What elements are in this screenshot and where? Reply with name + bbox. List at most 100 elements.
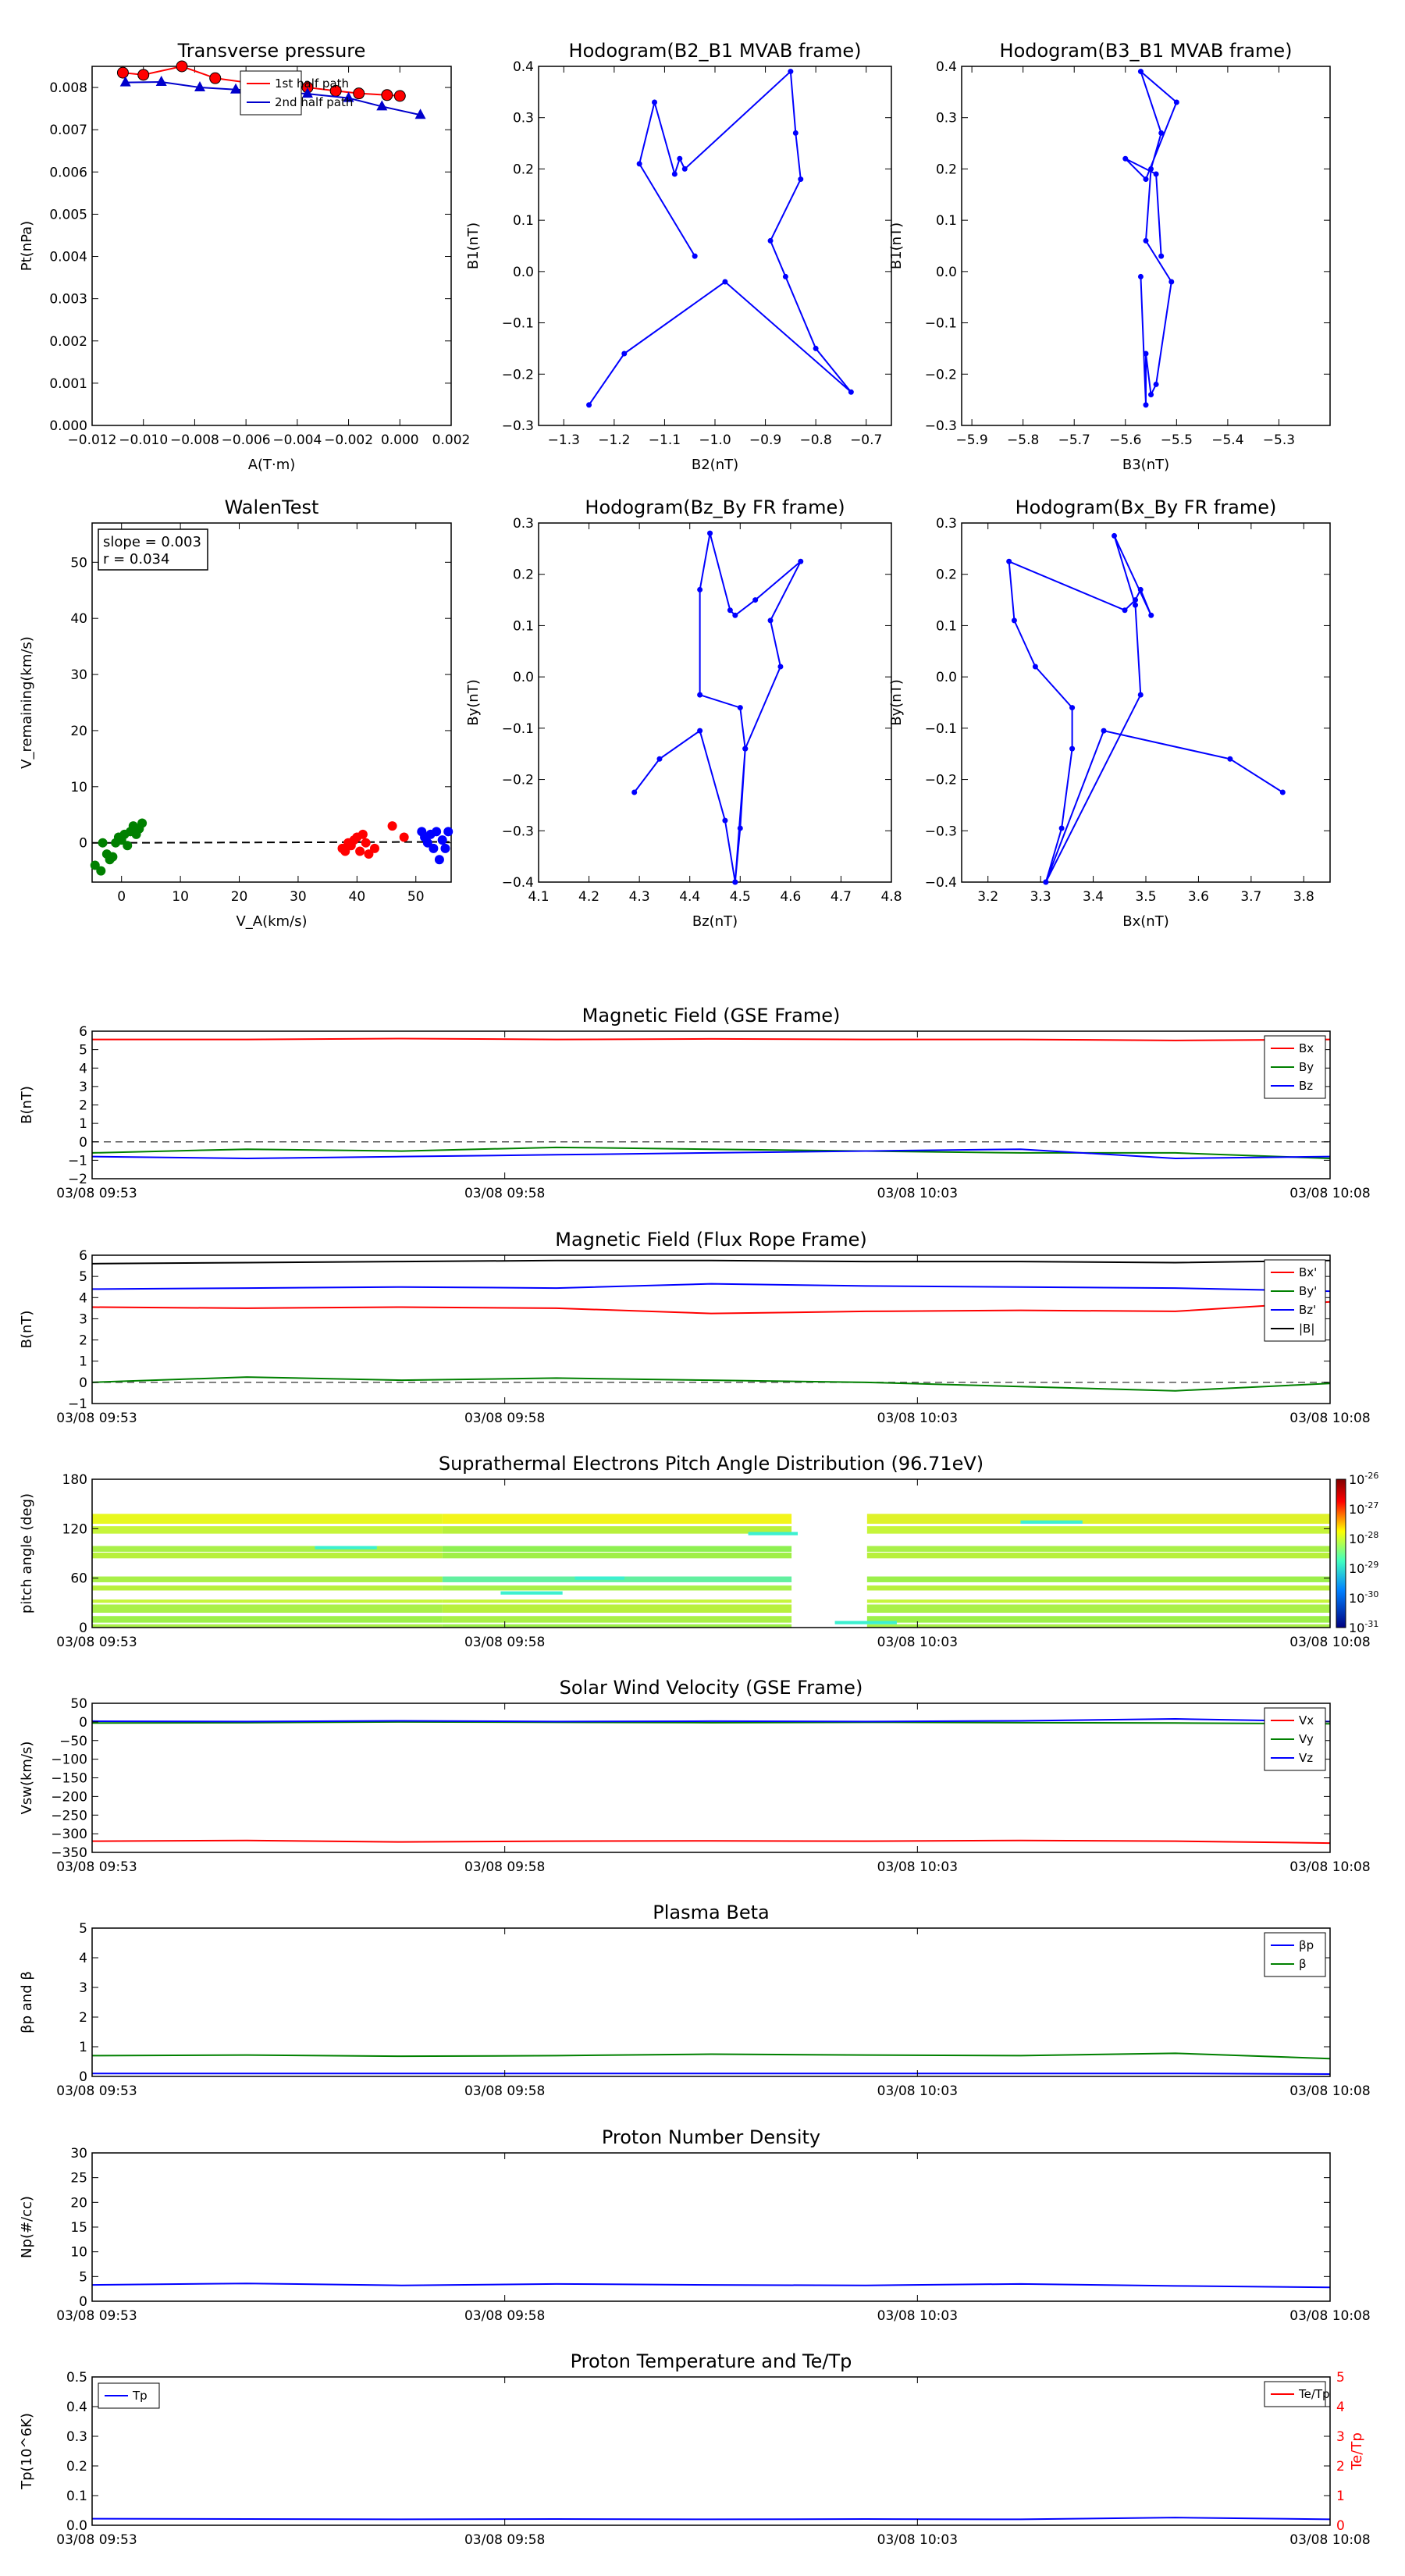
x-tick-label: −5.5: [1161, 432, 1193, 448]
x-tick-label: 4.6: [780, 889, 801, 905]
data-point: [1143, 176, 1149, 183]
y-axis-label: Vsw(km/s): [19, 1742, 35, 1815]
x-tick-label: 4.5: [730, 889, 751, 905]
legend-entry: |B|: [1299, 1322, 1314, 1336]
y-tick-label: 0.002: [49, 334, 87, 350]
x-axis-label: Bz(nT): [692, 913, 738, 930]
x-tick-label: 03/08 09:58: [464, 2083, 545, 2099]
x-tick-label: 03/08 10:03: [877, 2308, 958, 2324]
y-tick-label: −250: [51, 1808, 87, 1823]
y-tick-label: 10: [70, 2245, 87, 2261]
colorbar-label: 10-26: [1349, 1471, 1378, 1487]
y-tick-label: 0: [79, 1715, 87, 1731]
y-tick-label: 50: [70, 1696, 87, 1712]
y-tick-label: −350: [51, 1845, 87, 1861]
data-point: [1148, 612, 1154, 618]
y-tick-label: 0.3: [936, 516, 957, 532]
heatmap-cell: [315, 1546, 377, 1550]
heatmap-cell: [442, 1604, 792, 1613]
data-point: [1122, 607, 1128, 614]
plot-frame: [91, 2152, 1331, 2302]
y-tick-label: −0.4: [925, 875, 957, 891]
chart-title: Hodogram(B2_B1 MVAB frame): [569, 40, 862, 62]
heatmap-cell: [442, 1599, 792, 1603]
y-axis-label: Pt(nPa): [19, 221, 35, 271]
y-tick-label: 0.1: [936, 213, 957, 229]
x-tick-label: 10: [172, 889, 189, 905]
y-tick-label: 5: [79, 1269, 87, 1285]
y-tick-label: 0.4: [513, 59, 534, 75]
y-axis-label: B1(nT): [465, 222, 482, 269]
chart-panel-7: Magnetic Field (Flux Rope Frame) 03/08 09…: [19, 1229, 1371, 1426]
data-point: [155, 76, 167, 87]
data-point: [353, 87, 365, 100]
x-tick-label: −0.002: [324, 432, 373, 448]
plot-frame: [91, 522, 452, 883]
legend-box: [240, 70, 302, 116]
chart-title: Proton Temperature and Te/Tp: [571, 2350, 852, 2372]
y-tick-label: 0.5: [66, 2370, 87, 2386]
data-point: [1173, 99, 1179, 105]
data-point: [116, 66, 129, 79]
data-point: [636, 161, 642, 167]
y-axis-label: B(nT): [19, 1086, 35, 1124]
y-tick-label: −0.2: [925, 367, 957, 382]
series-line: [91, 2517, 1331, 2521]
y-tick-label: 0.007: [49, 123, 87, 138]
x-tick-label: 03/08 10:03: [877, 1859, 958, 1875]
data-point: [1153, 381, 1159, 387]
data-point: [443, 827, 454, 837]
chart-title: Hodogram(Bz_By FR frame): [585, 496, 845, 518]
y-axis-label: pitch angle (deg): [19, 1493, 35, 1614]
annotation-box: [98, 528, 208, 571]
data-point: [1137, 586, 1144, 592]
y-tick-label: 0.2: [66, 2459, 87, 2475]
data-point: [722, 279, 728, 285]
data-point: [357, 829, 368, 839]
y-tick-label: 1: [79, 2040, 87, 2055]
series-line: [91, 1146, 1331, 1160]
data-point: [1101, 728, 1107, 734]
legend: Bx' By' Bz' |B|: [1264, 1259, 1326, 1342]
legend-entry: Vy: [1299, 1732, 1314, 1746]
data-point: [737, 825, 743, 831]
plot-frame: [91, 1478, 1331, 1628]
data-point: [677, 155, 683, 162]
y-axis-label: By(nT): [465, 679, 482, 725]
x-tick-label: 03/08 09:53: [56, 1411, 137, 1426]
data-point: [96, 866, 106, 876]
y-tick-label: 0.0: [513, 265, 534, 280]
y-tick-label: 0.3: [513, 111, 534, 126]
y-axis-label: By(nT): [888, 679, 905, 725]
x-tick-label: 40: [349, 889, 366, 905]
y-tick-label: 0.2: [513, 568, 534, 583]
x-tick-label: 3.5: [1135, 889, 1156, 905]
y-tick-label: 0.2: [936, 568, 957, 583]
y-axis-label: B1(nT): [888, 222, 905, 269]
data-point: [376, 100, 388, 111]
x-axis-label: B2(nT): [692, 457, 738, 473]
y-tick-label: 0.3: [66, 2429, 87, 2445]
data-point: [1112, 532, 1118, 539]
x-tick-label: 03/08 09:58: [464, 1186, 545, 1201]
y-tick-label: −300: [51, 1827, 87, 1842]
data-point: [1069, 705, 1076, 711]
data-point: [656, 756, 663, 762]
x-axis-label: Bx(nT): [1122, 913, 1168, 930]
legend-entry: βp: [1299, 1938, 1314, 1952]
y-tick-label-right: 4: [1336, 2400, 1345, 2415]
y-tick-label: −0.1: [502, 316, 534, 332]
heatmap-cell: [442, 1585, 792, 1591]
data-point: [732, 879, 738, 885]
y-tick-label: −0.1: [502, 721, 534, 737]
y-tick-label: 0.1: [66, 2489, 87, 2504]
plot-frame: [91, 66, 452, 426]
series-line: [92, 1037, 1331, 1041]
x-tick-label: 4.1: [528, 889, 549, 905]
data-point: [432, 827, 442, 837]
y-tick-label: 0.3: [936, 111, 957, 126]
y-tick-label: 5: [79, 2269, 87, 2285]
legend: Bx By Bz: [1264, 1035, 1326, 1099]
